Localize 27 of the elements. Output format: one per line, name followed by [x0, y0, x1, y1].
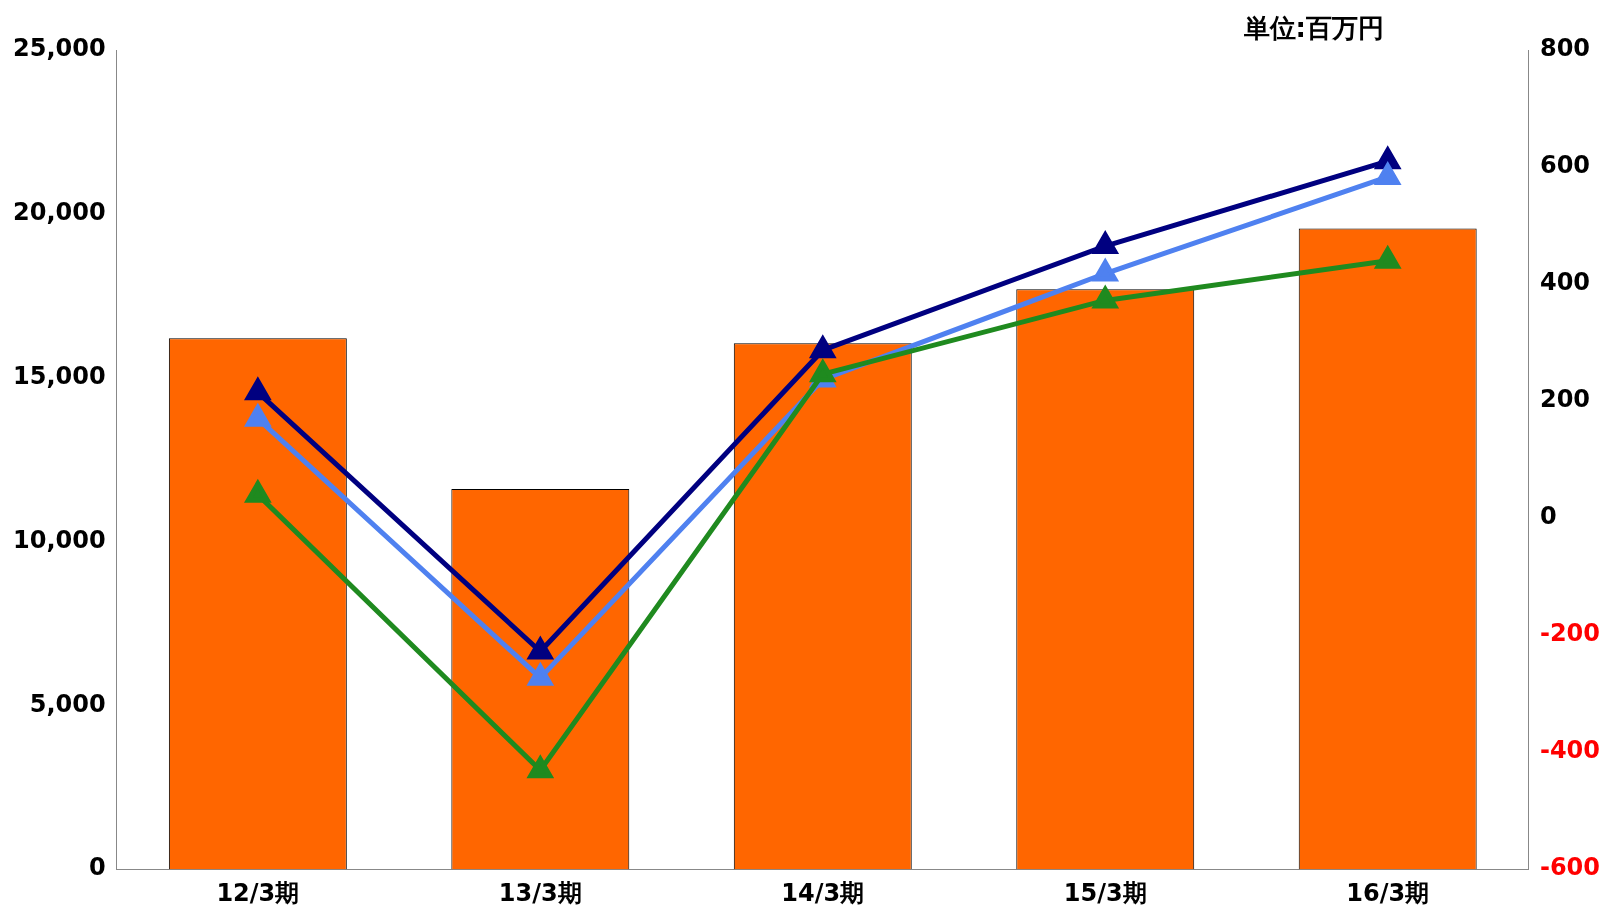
y-tick-label: 5,000 — [29, 689, 106, 718]
point — [1374, 145, 1402, 170]
y2-tick-label: -600 — [1539, 853, 1600, 882]
point — [526, 754, 554, 779]
x-tick-label: 12/3期 — [216, 878, 300, 907]
y2-tick-label: 0 — [1539, 502, 1557, 531]
point — [809, 334, 837, 359]
x-tick-label: 15/3期 — [1063, 878, 1147, 907]
y-tick-label: 10,000 — [12, 525, 106, 554]
x-tick-label: 14/3期 — [781, 878, 865, 907]
y2-tick-label: 600 — [1539, 151, 1591, 180]
y2-tick-label: -200 — [1539, 619, 1600, 648]
y2-tick-label: 400 — [1539, 268, 1591, 297]
y-tick-label: 0 — [88, 853, 106, 882]
x-tick-label: 16/3期 — [1346, 878, 1430, 907]
point — [1091, 284, 1119, 309]
y-tick-label: 20,000 — [12, 198, 106, 227]
y2-tick-label: 800 — [1539, 34, 1591, 63]
point — [244, 376, 272, 401]
text: 単位:百万円 — [1242, 12, 1384, 43]
point — [809, 358, 837, 383]
y2-tick-label: 200 — [1539, 385, 1591, 414]
y-tick-label: 25,000 — [12, 34, 106, 63]
y2-tick-label: -400 — [1539, 736, 1600, 765]
y-tick-label: 15,000 — [12, 361, 106, 390]
x-tick-label: 13/3期 — [498, 878, 582, 907]
point — [1091, 230, 1119, 255]
